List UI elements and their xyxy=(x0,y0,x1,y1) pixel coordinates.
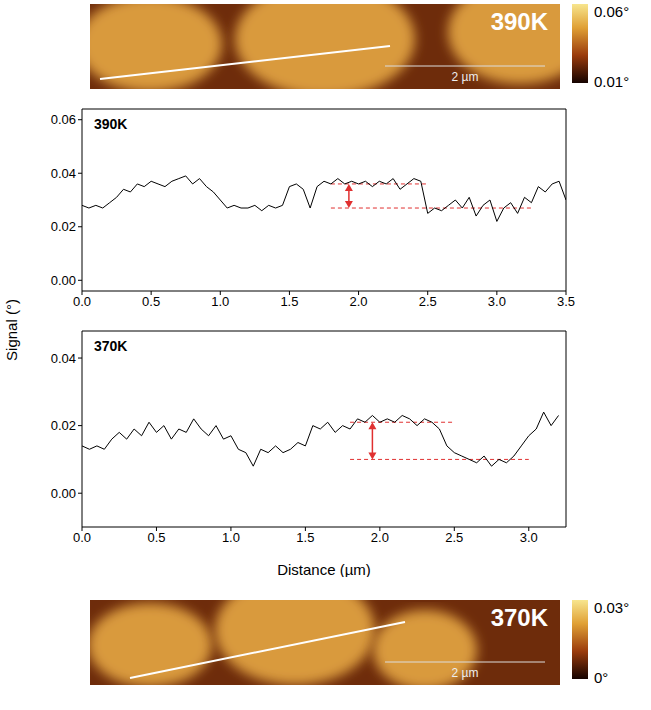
svg-text:0.00: 0.00 xyxy=(51,486,76,501)
svg-text:3.5: 3.5 xyxy=(557,294,575,309)
svg-text:Signal (°): Signal (°) xyxy=(3,299,20,361)
svg-text:0.03°: 0.03° xyxy=(594,600,629,616)
svg-text:0.5: 0.5 xyxy=(147,530,165,545)
svg-text:0.0: 0.0 xyxy=(73,530,91,545)
svg-text:0.06°: 0.06° xyxy=(594,4,629,20)
svg-text:3.0: 3.0 xyxy=(520,530,538,545)
svg-text:1.5: 1.5 xyxy=(296,530,314,545)
svg-text:0.0: 0.0 xyxy=(73,294,91,309)
svg-text:2.0: 2.0 xyxy=(371,530,389,545)
svg-text:0.5: 0.5 xyxy=(142,294,160,309)
svg-text:2 µm: 2 µm xyxy=(452,666,479,680)
svg-text:Distance (µm): Distance (µm) xyxy=(277,561,371,577)
svg-text:0.01°: 0.01° xyxy=(594,73,629,89)
svg-text:1.0: 1.0 xyxy=(222,530,240,545)
svg-text:0.06: 0.06 xyxy=(51,112,76,127)
svg-text:0.02: 0.02 xyxy=(51,219,76,234)
html-text:370K: 370K xyxy=(94,338,128,354)
svg-text:370K: 370K xyxy=(491,604,549,631)
svg-text:2.5: 2.5 xyxy=(445,530,463,545)
svg-text:2.0: 2.0 xyxy=(350,294,368,309)
svg-text:2.5: 2.5 xyxy=(419,294,437,309)
svg-text:0.02: 0.02 xyxy=(51,418,76,433)
svg-text:0.00: 0.00 xyxy=(51,273,76,288)
svg-text:1.5: 1.5 xyxy=(280,294,298,309)
svg-text:1.0: 1.0 xyxy=(211,294,229,309)
svg-text:2 µm: 2 µm xyxy=(452,70,479,84)
html-text:390K: 390K xyxy=(94,116,128,132)
svg-text:0°: 0° xyxy=(594,669,608,685)
svg-text:0.04: 0.04 xyxy=(51,351,76,366)
svg-text:0.04: 0.04 xyxy=(51,166,76,181)
svg-text:390K: 390K xyxy=(491,8,549,35)
svg-text:3.0: 3.0 xyxy=(488,294,506,309)
